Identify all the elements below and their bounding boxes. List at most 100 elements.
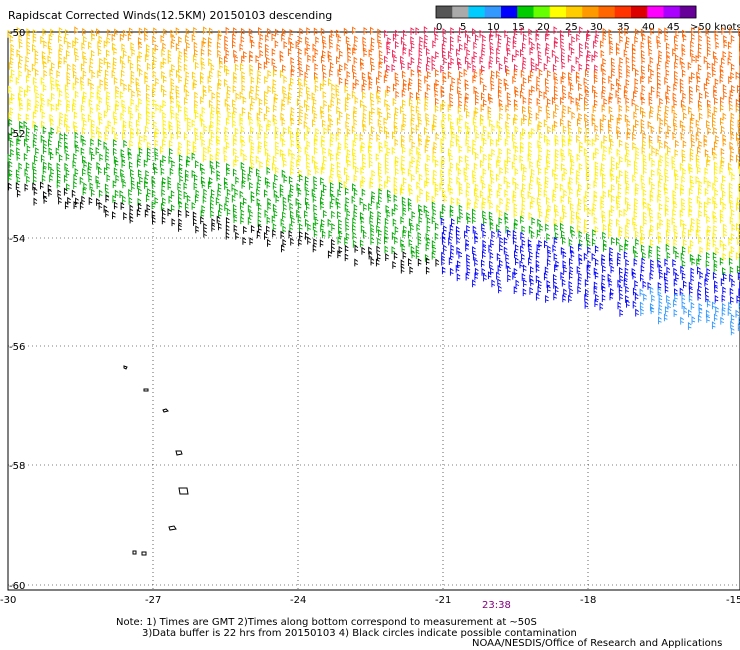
wind-barb — [16, 49, 21, 58]
wind-barb — [312, 98, 317, 107]
wind-barb — [330, 169, 335, 177]
wind-barb — [147, 188, 151, 196]
wind-barb — [608, 209, 613, 218]
wind-barb — [210, 202, 214, 211]
wind-barb — [553, 253, 558, 261]
wind-barb — [658, 56, 662, 64]
wind-barb — [410, 68, 415, 77]
wind-barb — [401, 196, 406, 205]
wind-barb — [352, 148, 356, 156]
wind-barb — [290, 131, 294, 140]
wind-barb — [448, 50, 452, 59]
wind-barb — [50, 118, 54, 127]
wind-barb — [599, 124, 604, 133]
wind-barb — [521, 196, 526, 204]
wind-barb — [681, 61, 686, 70]
wind-barb — [507, 229, 511, 238]
wind-barb — [299, 83, 304, 92]
wind-barb — [250, 147, 255, 156]
wind-barb — [698, 210, 703, 218]
wind-barb — [585, 173, 590, 182]
axis-labels: -30 -27 -24 -21 -18 -15-50-52-54-56-58-60 — [0, 28, 740, 606]
wind-barb — [513, 153, 518, 162]
wind-barb — [536, 160, 541, 168]
wind-barb — [560, 222, 564, 231]
wind-barb — [288, 83, 293, 92]
wind-barb — [306, 140, 311, 149]
wind-barb — [298, 62, 303, 71]
wind-barb — [569, 257, 573, 266]
wind-barb — [656, 71, 661, 80]
wind-barb — [291, 216, 295, 225]
wind-barb — [487, 131, 492, 140]
wind-barb — [482, 244, 487, 253]
wind-barb — [305, 104, 310, 112]
wind-barb — [425, 257, 430, 266]
wind-barb — [233, 138, 237, 147]
wind-barb — [528, 105, 532, 114]
wind-barb — [370, 44, 375, 52]
wind-barb — [33, 154, 38, 163]
wind-barb — [98, 111, 103, 120]
wind-barb — [410, 56, 415, 65]
wind-barb — [313, 27, 318, 36]
wind-barb — [136, 159, 141, 168]
wind-barb — [346, 128, 351, 136]
wind-barb — [27, 98, 32, 107]
wind-barb — [450, 35, 454, 44]
wind-barb — [351, 90, 356, 99]
wind-barb — [314, 48, 319, 57]
wind-barb — [75, 197, 79, 206]
wind-barb — [711, 62, 716, 71]
wind-barb — [243, 50, 247, 59]
wind-barb — [272, 229, 276, 238]
wind-barb — [512, 41, 517, 49]
wind-barb — [123, 83, 128, 92]
wind-barb — [251, 40, 255, 49]
wind-barb — [185, 28, 190, 36]
wind-barb — [66, 99, 71, 108]
wind-barb — [275, 166, 279, 175]
wind-barb — [496, 47, 500, 56]
wind-barb — [482, 210, 486, 219]
wind-barb — [163, 28, 167, 37]
wind-barb — [275, 141, 279, 149]
wind-barb — [681, 203, 686, 212]
wind-barb — [449, 153, 453, 162]
wind-barb — [347, 159, 351, 168]
wind-barb — [42, 28, 47, 37]
wind-barb — [331, 83, 336, 92]
wind-barb — [386, 64, 390, 73]
wind-barb — [319, 239, 324, 248]
wind-barb — [735, 309, 740, 318]
wind-barb — [59, 43, 64, 52]
wind-barb — [346, 70, 351, 79]
wind-barb — [666, 266, 671, 275]
wind-barb — [426, 194, 430, 202]
wind-barb — [378, 188, 383, 197]
wind-barb — [714, 294, 719, 303]
wind-barb — [451, 76, 456, 85]
wind-barb — [465, 272, 470, 281]
wind-barb — [659, 174, 663, 182]
wind-barb — [649, 105, 654, 114]
wind-barb — [440, 103, 445, 112]
wind-barb — [658, 27, 663, 36]
wind-barb — [409, 134, 414, 143]
wind-barb — [482, 34, 486, 43]
wind-barb — [240, 63, 244, 71]
wind-barb — [472, 225, 477, 234]
wind-barb — [617, 279, 622, 288]
wind-barb — [145, 54, 149, 62]
wind-barb — [424, 126, 428, 135]
wind-barb — [416, 159, 421, 168]
wind-barb — [384, 217, 389, 226]
wind-barb — [560, 33, 564, 42]
wind-barb — [703, 83, 708, 91]
wind-barb — [233, 159, 238, 168]
wind-barb — [249, 134, 253, 143]
wind-barb — [171, 160, 176, 168]
wind-barb — [538, 57, 542, 65]
wind-barb — [105, 125, 110, 134]
wind-barb — [163, 75, 167, 84]
